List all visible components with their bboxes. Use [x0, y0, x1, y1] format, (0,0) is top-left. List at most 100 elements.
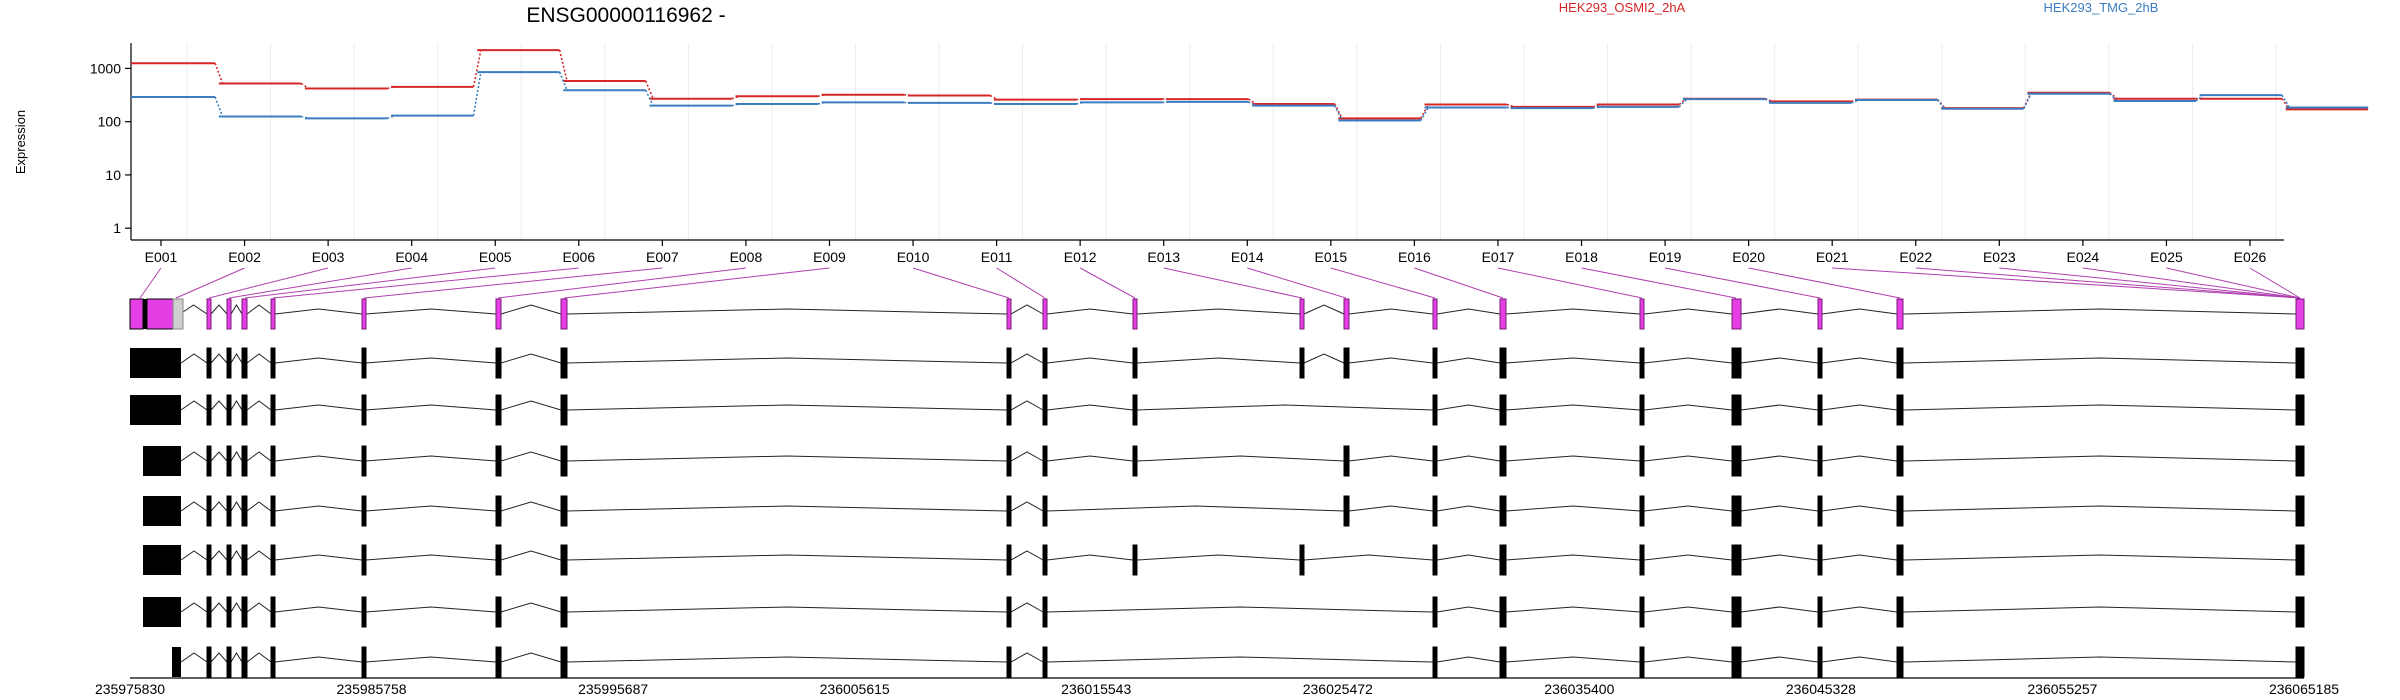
- intron-line: [1505, 357, 1641, 364]
- exon-block: [1499, 347, 1507, 379]
- intron-line: [1348, 455, 1434, 462]
- intron-line: [230, 353, 243, 364]
- series-connector: [1333, 105, 1343, 121]
- exon-block: [1132, 298, 1138, 330]
- intron-line: [1046, 554, 1134, 561]
- exon-block: [1639, 394, 1645, 426]
- exon-block: [361, 298, 367, 330]
- exon-block: [1499, 445, 1507, 477]
- y-tick-label: 100: [98, 114, 122, 130]
- bin-connector: [1832, 267, 2301, 299]
- exon-block: [226, 646, 232, 678]
- exon-block: [1896, 495, 1904, 527]
- series-connector: [1248, 101, 1257, 107]
- intron-line: [1436, 505, 1501, 512]
- exon-block: [361, 596, 367, 628]
- genomic-coordinate-axis: 235975830 235985758 235995687 236005615 2360…: [95, 677, 2339, 697]
- x-tick-label: E009: [813, 249, 846, 265]
- intron-line: [274, 656, 363, 663]
- series-connector: [2022, 93, 2032, 110]
- x-tick-label: E012: [1064, 249, 1097, 265]
- transcript-models: [129, 298, 2305, 678]
- intron-line: [1136, 357, 1301, 364]
- genomic-tick-label: 236005615: [820, 681, 890, 697]
- intron-line: [365, 308, 497, 315]
- intron-line: [1902, 606, 2297, 613]
- x-tick-label: E013: [1147, 249, 1180, 265]
- intron-line: [210, 304, 228, 315]
- exon-block: [1432, 544, 1438, 576]
- intron-line: [1136, 308, 1301, 315]
- x-tick-label: E007: [646, 249, 679, 265]
- x-tick-label: E011: [981, 249, 1013, 265]
- exon-block: [2295, 646, 2305, 678]
- intron-line: [1010, 550, 1044, 561]
- exon-block: [1896, 298, 1904, 330]
- legend-label-osmi2: HEK293_OSMI2_2hA: [1559, 0, 1686, 15]
- exon-block: [143, 299, 147, 329]
- intron-line: [365, 606, 497, 613]
- exon-block: [560, 646, 568, 678]
- exon-block: [130, 395, 181, 425]
- series-connector: [1076, 101, 1084, 105]
- exon-block: [1499, 544, 1507, 576]
- intron-line: [274, 505, 363, 512]
- transcript-row-8: [172, 646, 2305, 678]
- intron-line: [210, 550, 228, 561]
- exon-block: [1432, 646, 1438, 678]
- intron-line: [1821, 606, 1898, 613]
- intron-line: [1136, 455, 1345, 462]
- intron-line: [365, 455, 497, 462]
- exon-block: [1817, 347, 1823, 379]
- intron-line: [1821, 404, 1898, 411]
- intron-line: [1740, 357, 1819, 364]
- intron-line: [500, 353, 562, 364]
- exon-block: [2295, 544, 2305, 576]
- exon-block: [1006, 495, 1012, 527]
- exon-block: [1006, 298, 1012, 330]
- bin-connector: [2249, 267, 2301, 299]
- series-connector: [817, 101, 826, 105]
- intron-line: [274, 308, 363, 315]
- intron-line: [179, 304, 208, 315]
- exon-block: [1042, 596, 1048, 628]
- series-connector: [731, 103, 740, 107]
- exon-block: [361, 544, 367, 576]
- genomic-tick-label: 236055257: [2027, 681, 2097, 697]
- intron-line: [1505, 505, 1641, 512]
- x-tick-label: E005: [479, 249, 512, 265]
- exon-block: [1639, 495, 1645, 527]
- intron-line: [1643, 554, 1733, 561]
- exon-block: [495, 495, 502, 527]
- series-connector: [301, 115, 309, 120]
- intron-line: [274, 357, 363, 364]
- exon-block: [270, 495, 276, 527]
- intron-line: [1436, 656, 1501, 663]
- exon-block: [270, 445, 276, 477]
- exon-block: [1817, 646, 1823, 678]
- exon-block: [1042, 495, 1048, 527]
- intron-line: [1902, 554, 2297, 561]
- intron-line: [1643, 404, 1733, 411]
- intron-line: [1303, 304, 1345, 315]
- exon-block: [1896, 596, 1904, 628]
- exon-block: [1042, 646, 1048, 678]
- x-tick-label: E020: [1732, 249, 1765, 265]
- exon-block: [1042, 544, 1048, 576]
- bin-connector: [1330, 267, 1436, 299]
- exon-block: [270, 544, 276, 576]
- y-tick-label: 10: [105, 167, 121, 183]
- bin-connector: [1163, 267, 1303, 299]
- exon-block: [495, 394, 502, 426]
- intron-line: [1643, 606, 1733, 613]
- series-connector: [990, 102, 998, 105]
- series-connector: [472, 72, 482, 116]
- intron-line: [1902, 308, 2297, 315]
- exon-block: [560, 544, 568, 576]
- x-tick-label: E023: [1983, 249, 2016, 265]
- exon-block: [206, 445, 212, 477]
- exon-block: [270, 596, 276, 628]
- intron-line: [1902, 357, 2297, 364]
- intron-line: [230, 652, 243, 663]
- intron-line: [230, 501, 243, 512]
